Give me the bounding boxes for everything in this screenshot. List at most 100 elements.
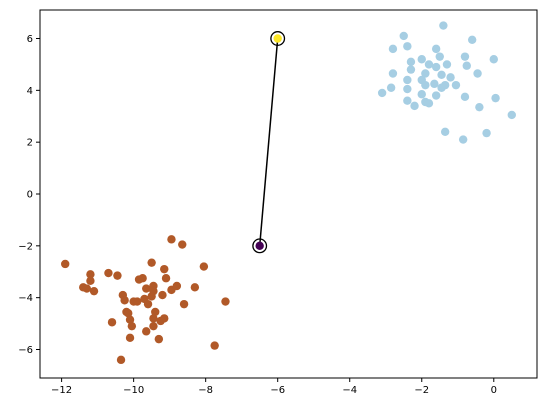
scatter-point-series-1	[410, 101, 419, 111]
scatter-point-series-2	[125, 315, 135, 324]
y-tick-label: −4	[18, 293, 33, 304]
x-axis: −12 −10 −8 −6 −4 −2 0	[51, 378, 497, 396]
scatter-point-series-2	[147, 258, 156, 267]
scatter-point-series-2	[86, 270, 95, 279]
plot-area	[61, 21, 516, 365]
scatter-point-series-2	[160, 264, 169, 274]
scatter-point-series-2	[125, 333, 135, 343]
scatter-point-series-2	[82, 284, 92, 293]
scatter-point-series-2	[179, 299, 189, 309]
scatter-point-series-1	[437, 70, 446, 79]
x-tick-label: 0	[491, 385, 497, 396]
scatter-point-series-1	[424, 99, 434, 108]
scatter-point-series-1	[377, 88, 387, 98]
scatter-point-series-1	[430, 79, 439, 89]
y-tick-label: 0	[27, 190, 33, 201]
scatter-point-series-1	[473, 69, 482, 78]
plot-frame	[39, 9, 538, 379]
scatter-point-series-2	[178, 240, 187, 249]
scatter-point-series-1	[489, 55, 498, 64]
scatter-point-series-1	[458, 135, 468, 144]
scatter-point-series-2	[172, 281, 182, 291]
scatter-point-series-2	[199, 262, 209, 271]
scatter-point-series-1	[440, 127, 450, 137]
y-tick-label: −2	[18, 241, 33, 252]
scatter-point-series-1	[424, 60, 434, 69]
y-tick-label: 4	[27, 86, 33, 97]
scatter-point-series-2	[210, 341, 219, 350]
scatter-point-series-1	[403, 84, 412, 94]
scatter-point-series-1	[421, 69, 430, 78]
highlight-point-1	[255, 241, 264, 251]
scatter-point-series-1	[388, 44, 398, 54]
scatter-point-series-2	[120, 296, 129, 305]
scatter-point-series-1	[403, 42, 412, 51]
scatter-point-series-2	[142, 327, 151, 336]
scatter-point-series-1	[406, 65, 416, 74]
y-tick-label: −6	[18, 345, 33, 356]
scatter-point-series-1	[437, 83, 446, 92]
scatter-point-series-1	[435, 52, 444, 61]
scatter-point-series-1	[403, 96, 412, 105]
scatter-point-series-1	[406, 57, 416, 67]
x-tick-label: −2	[414, 385, 429, 396]
scatter-point-series-2	[149, 321, 158, 331]
scatter-point-series-2	[149, 314, 158, 323]
scatter-point-series-2	[89, 286, 99, 296]
y-tick-label: 2	[27, 138, 33, 149]
highlight-ring-2	[270, 31, 286, 46]
scatter-point-series-1	[399, 31, 408, 41]
scatter-point-series-2	[138, 274, 147, 283]
scatter-point-series-2	[221, 297, 230, 306]
x-tick-label: −12	[51, 385, 72, 396]
scatter-point-series-1	[388, 69, 398, 78]
scatter-point-series-1	[475, 102, 484, 112]
scatter-point-series-1	[507, 110, 516, 120]
scatter-point-series-2	[61, 259, 70, 269]
x-tick-label: −10	[123, 385, 144, 396]
scatter-point-series-1	[417, 90, 426, 99]
scatter-point-series-2	[86, 276, 95, 286]
scatter-point-series-1	[386, 83, 396, 92]
scatter-point-series-1	[460, 52, 470, 61]
scatter-point-series-1	[403, 75, 412, 85]
x-tick-label: −6	[270, 385, 285, 396]
x-tick-label: −8	[198, 385, 213, 396]
scatter-point-series-1	[446, 73, 455, 82]
scatter-point-series-2	[160, 314, 169, 323]
scatter-point-series-2	[167, 235, 176, 244]
scatter-point-series-2	[158, 290, 167, 300]
scatter-point-series-1	[467, 35, 477, 45]
highlight-ring-1	[252, 238, 268, 254]
scatter-point-series-1	[482, 128, 491, 138]
y-tick-label: 6	[27, 34, 33, 45]
scatter-point-series-1	[417, 55, 426, 64]
scatter-point-series-1	[491, 93, 500, 103]
scatter-point-series-2	[113, 271, 122, 280]
scatter-point-series-1	[442, 60, 452, 69]
scatter-point-series-2	[149, 286, 158, 296]
scatter-point-series-2	[154, 334, 164, 344]
connecting-line	[258, 38, 279, 246]
x-tick-label: −4	[342, 385, 357, 396]
scatter-point-series-2	[127, 321, 137, 331]
scatter-point-series-2	[116, 355, 126, 365]
scatter-point-series-1	[431, 62, 441, 72]
highlight-point-2	[273, 34, 282, 43]
scatter-point-series-2	[142, 284, 151, 293]
scatter-point-series-1	[431, 91, 441, 100]
scatter-point-series-2	[190, 283, 200, 292]
scatter-point-series-1	[460, 92, 470, 102]
scatter-point-series-2	[124, 309, 133, 318]
scatter-point-series-1	[431, 44, 441, 54]
scatter-point-series-1	[439, 21, 448, 30]
scatter-point-series-2	[104, 268, 113, 278]
scatter-point-series-2	[107, 318, 117, 327]
scatter-point-series-2	[143, 299, 153, 309]
scatter-point-series-2	[151, 307, 160, 317]
scatter-point-series-1	[451, 80, 461, 90]
scatter-point-series-1	[462, 61, 471, 70]
scatter-point-series-2	[161, 274, 171, 283]
